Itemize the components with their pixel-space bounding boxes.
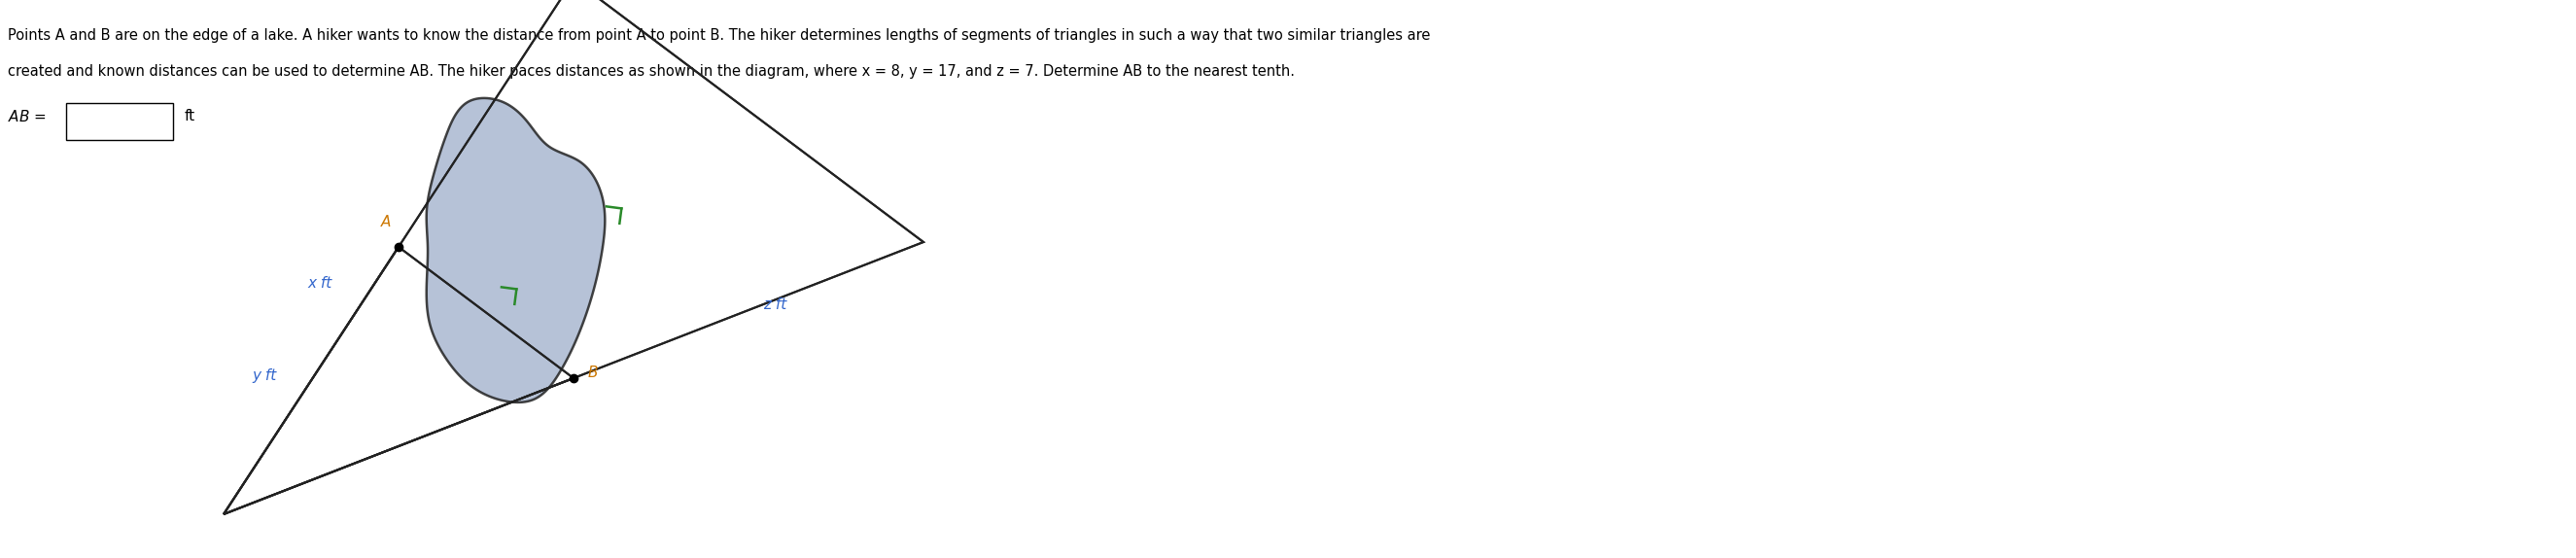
Text: z ft: z ft — [762, 298, 786, 312]
Polygon shape — [428, 98, 605, 402]
Text: A: A — [381, 215, 392, 229]
Text: Points A and B are on the edge of a lake. A hiker wants to know the distance fro: Points A and B are on the edge of a lake… — [8, 28, 1430, 43]
Text: y ft: y ft — [252, 368, 278, 383]
Text: $AB$ =: $AB$ = — [8, 109, 46, 124]
Text: x ft: x ft — [309, 276, 332, 291]
Text: ft: ft — [185, 109, 196, 123]
FancyBboxPatch shape — [67, 103, 173, 140]
Text: B: B — [587, 366, 598, 381]
Text: created and known distances can be used to determine AB. The hiker paces distanc: created and known distances can be used … — [8, 64, 1296, 79]
